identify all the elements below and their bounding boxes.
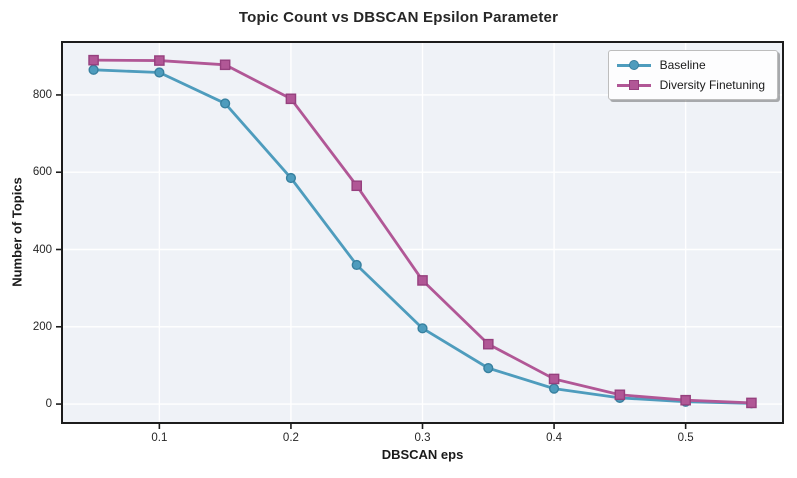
- marker-1-7: [548, 373, 560, 385]
- legend-label-diversity-finetuning: Diversity Finetuning: [659, 78, 765, 92]
- y-tick-label-200: 200: [32, 320, 52, 333]
- y-axis-label: Number of Topics: [9, 177, 25, 287]
- marker-0-0: [88, 64, 99, 75]
- x-tick-label-0.5: 0.5: [677, 432, 694, 444]
- diversity-finetuning-line-marker-icon: [616, 79, 651, 91]
- marker-1-1: [154, 55, 165, 66]
- marker-1-3: [285, 93, 297, 105]
- marker-1-5: [417, 275, 428, 286]
- marker-1-9: [680, 394, 691, 406]
- marker-1-0: [88, 54, 99, 66]
- x-tick-label-0.1: 0.1: [151, 432, 168, 444]
- x-axis-label: DBSCAN eps: [381, 447, 464, 462]
- y-tick-label-400: 400: [32, 243, 52, 256]
- marker-0-7: [548, 383, 560, 394]
- chart-title: Topic Count vs DBSCAN Epsilon Parameter: [238, 9, 559, 26]
- marker-0-5: [417, 323, 428, 334]
- marker-0-3: [285, 172, 297, 184]
- legend-entry-diversity-finetuning: Diversity Finetuning: [616, 76, 765, 94]
- marker-1-10: [746, 397, 757, 409]
- marker-1-4: [351, 180, 363, 192]
- legend-entry-baseline: Baseline: [616, 56, 765, 74]
- y-tick-label-800: 800: [32, 88, 52, 101]
- legend-label-baseline: Baseline: [659, 58, 706, 72]
- marker-0-6: [483, 363, 494, 374]
- marker-0-2: [220, 98, 231, 109]
- baseline-line-marker-icon: [616, 59, 651, 71]
- y-tick-label-0: 0: [45, 398, 52, 411]
- marker-1-8: [614, 389, 626, 401]
- marker-1-2: [219, 59, 231, 71]
- x-tick-label-0.3: 0.3: [414, 432, 431, 444]
- y-tick-label-600: 600: [32, 166, 52, 179]
- legend: Baseline Diversity Finetuning: [607, 50, 778, 100]
- marker-0-1: [154, 67, 165, 78]
- marker-1-6: [482, 338, 494, 350]
- marker-0-4: [351, 259, 362, 271]
- x-tick-label-0.4: 0.4: [546, 432, 563, 444]
- x-tick-label-0.2: 0.2: [282, 432, 299, 444]
